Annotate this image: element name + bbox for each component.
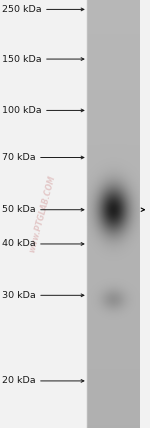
Text: 40 kDa: 40 kDa	[2, 239, 84, 249]
Text: 20 kDa: 20 kDa	[2, 376, 84, 386]
Text: www.PTGLAB.COM: www.PTGLAB.COM	[27, 174, 57, 254]
Text: 50 kDa: 50 kDa	[2, 205, 84, 214]
Text: 250 kDa: 250 kDa	[2, 5, 84, 14]
Text: 150 kDa: 150 kDa	[2, 54, 84, 64]
Text: 100 kDa: 100 kDa	[2, 106, 84, 115]
Text: 70 kDa: 70 kDa	[2, 153, 84, 162]
Text: 30 kDa: 30 kDa	[2, 291, 84, 300]
